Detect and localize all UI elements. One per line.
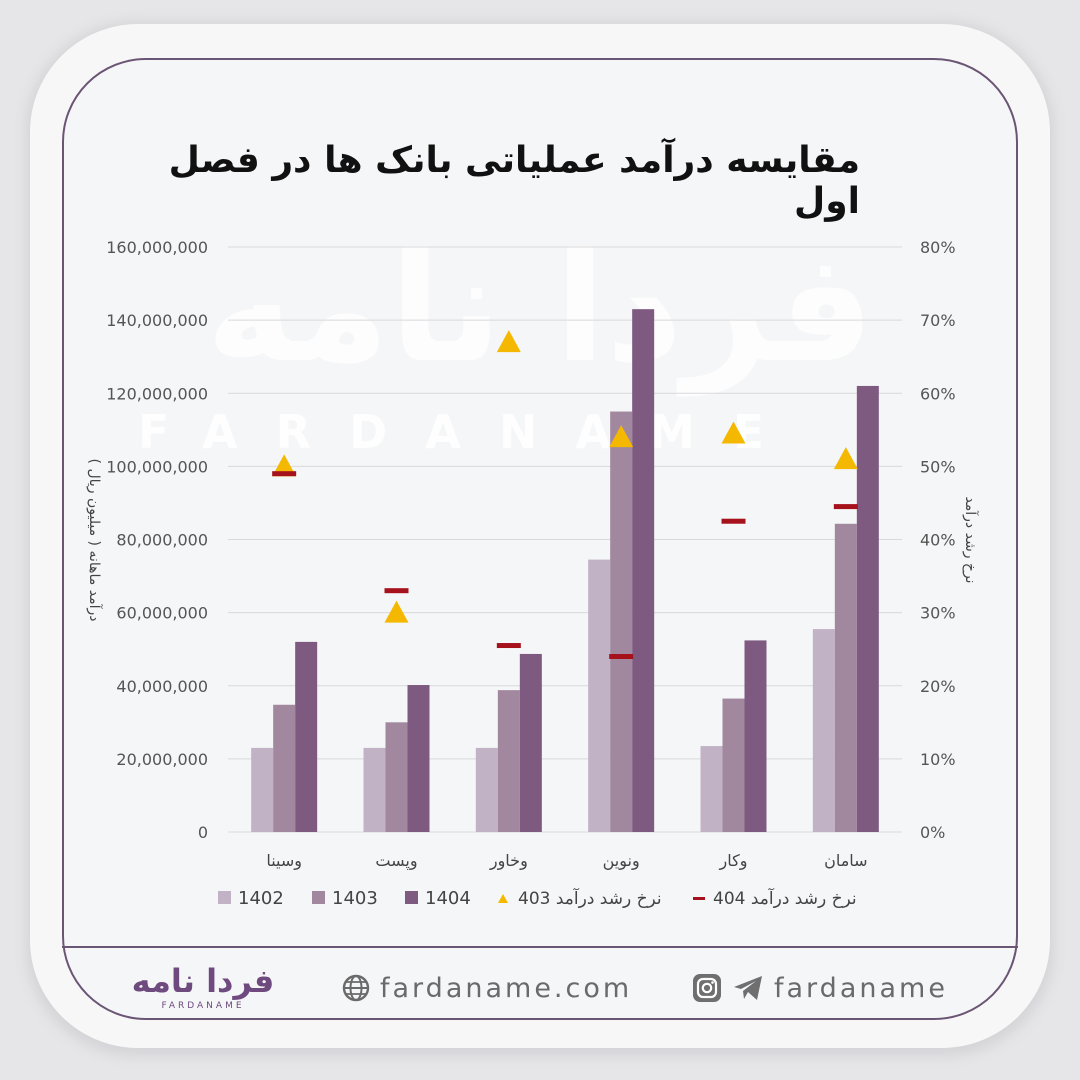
- x-tick-label: وکار: [719, 851, 748, 871]
- y-left-tick-label: 140,000,000: [106, 311, 208, 330]
- y-right-axis-title: نرخ رشد درآمد: [962, 496, 979, 583]
- legend-1403-swatch: [312, 891, 325, 904]
- bar-1404: [295, 641, 318, 832]
- legend-1402-swatch: [218, 891, 231, 904]
- bar-1404: [407, 685, 430, 832]
- footer-website[interactable]: fardaname.com: [342, 970, 632, 1006]
- growth-403-marker: [272, 454, 297, 477]
- instagram-icon[interactable]: [692, 973, 722, 1003]
- bar-1404: [744, 640, 767, 832]
- bar-1403: [273, 704, 296, 832]
- x-tick-label: سامان: [824, 851, 867, 870]
- bar-1404: [519, 653, 542, 832]
- growth-403-marker: [384, 600, 409, 623]
- legend-growth-404-swatch: [693, 897, 705, 900]
- y-right-tick-label: 80%: [920, 238, 956, 257]
- bar-1402: [363, 747, 386, 832]
- social-handle-text: fardaname: [774, 972, 948, 1004]
- watermark-brand-en: FARDANAME: [138, 405, 802, 459]
- y-left-axis-title: درآمد ماهانه ( میلیون ریال ): [86, 459, 103, 622]
- footer-logo: فردا نامه FARDANAME: [128, 960, 278, 1016]
- footer-logo-en: FARDANAME: [161, 1001, 245, 1011]
- bar-1402: [588, 559, 611, 832]
- growth-404-marker: [833, 504, 858, 510]
- y-left-tick-label: 60,000,000: [116, 604, 208, 623]
- growth-403-marker: [721, 421, 746, 444]
- y-left-tick-label: 160,000,000: [106, 238, 208, 257]
- legend-growth-404-label: نرخ رشد درآمد 404: [713, 887, 857, 909]
- x-tick-label: ونوین: [603, 851, 640, 871]
- y-right-tick-label: 0%: [920, 823, 945, 842]
- bar-1403: [610, 411, 633, 832]
- legend-1404-label: 1404: [425, 888, 471, 909]
- growth-404-marker: [384, 588, 409, 594]
- y-right-tick-label: 50%: [920, 457, 956, 476]
- legend-1402-label: 1402: [238, 888, 284, 909]
- footer-logo-fa: فردا نامه: [131, 962, 275, 1000]
- y-right-tick-label: 70%: [920, 311, 956, 330]
- x-tick-label: وسینا: [266, 851, 302, 871]
- bar-1402: [251, 747, 274, 832]
- y-left-tick-label: 120,000,000: [106, 384, 208, 403]
- legend-1404-swatch: [405, 891, 418, 904]
- y-left-tick-label: 0: [198, 823, 208, 842]
- bar-1404: [632, 309, 655, 832]
- growth-404-marker: [272, 471, 297, 477]
- growth-404-marker: [609, 654, 634, 659]
- y-right-tick-label: 30%: [920, 604, 956, 623]
- globe-icon: [342, 974, 370, 1002]
- bar-1402: [700, 746, 723, 832]
- y-left-tick-label: 80,000,000: [116, 531, 208, 550]
- x-tick-label: وپست: [375, 851, 417, 871]
- chart-title: مقایسه درآمد عملیاتی بانک ها در فصل اول: [168, 140, 860, 222]
- legend-1403-label: 1403: [332, 888, 378, 909]
- telegram-icon[interactable]: [732, 973, 764, 1003]
- footer-social[interactable]: fardaname: [692, 970, 948, 1006]
- legend-growth-403-swatch: [498, 894, 508, 903]
- growth-403-marker: [833, 447, 858, 470]
- bar-1403: [834, 523, 857, 832]
- footer-divider: [62, 946, 1018, 948]
- y-right-tick-label: 40%: [920, 531, 956, 550]
- growth-404-marker: [721, 518, 746, 524]
- growth-403-marker: [496, 330, 521, 353]
- bar-1402: [812, 629, 835, 832]
- x-tick-label: وخاور: [489, 851, 528, 871]
- y-right-tick-label: 60%: [920, 384, 956, 403]
- growth-403-marker: [609, 425, 634, 448]
- y-right-tick-label: 10%: [920, 750, 956, 769]
- bar-1403: [497, 690, 520, 832]
- bar-1402: [475, 747, 498, 832]
- y-right-tick-label: 20%: [920, 677, 956, 696]
- y-left-tick-label: 100,000,000: [106, 457, 208, 476]
- y-left-tick-label: 40,000,000: [116, 677, 208, 696]
- watermark-brand-fa: فردا نامه: [206, 222, 875, 397]
- bar-1403: [722, 698, 745, 832]
- bar-1404: [856, 385, 879, 832]
- website-text: fardaname.com: [380, 972, 633, 1004]
- bar-1403: [385, 722, 408, 832]
- legend-growth-403-label: نرخ رشد درآمد 403: [518, 887, 662, 909]
- y-left-tick-label: 20,000,000: [116, 750, 208, 769]
- growth-404-marker: [496, 643, 521, 649]
